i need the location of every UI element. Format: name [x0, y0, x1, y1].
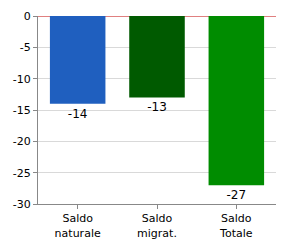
svg-text:-15: -15 [13, 104, 31, 117]
svg-text:Saldonaturale: Saldonaturale [55, 212, 101, 239]
svg-text:-14: -14 [68, 107, 88, 121]
svg-text:-27: -27 [227, 188, 247, 202]
svg-text:Saldomigrat.: Saldomigrat. [137, 212, 177, 239]
svg-text:0: 0 [24, 10, 31, 23]
svg-text:-10: -10 [13, 73, 31, 86]
svg-text:SaldoTotale: SaldoTotale [219, 212, 253, 239]
svg-text:-20: -20 [13, 135, 31, 148]
svg-text:-5: -5 [20, 41, 31, 54]
svg-text:-25: -25 [13, 167, 31, 180]
svg-text:-30: -30 [13, 198, 31, 211]
svg-text:-13: -13 [147, 100, 167, 114]
